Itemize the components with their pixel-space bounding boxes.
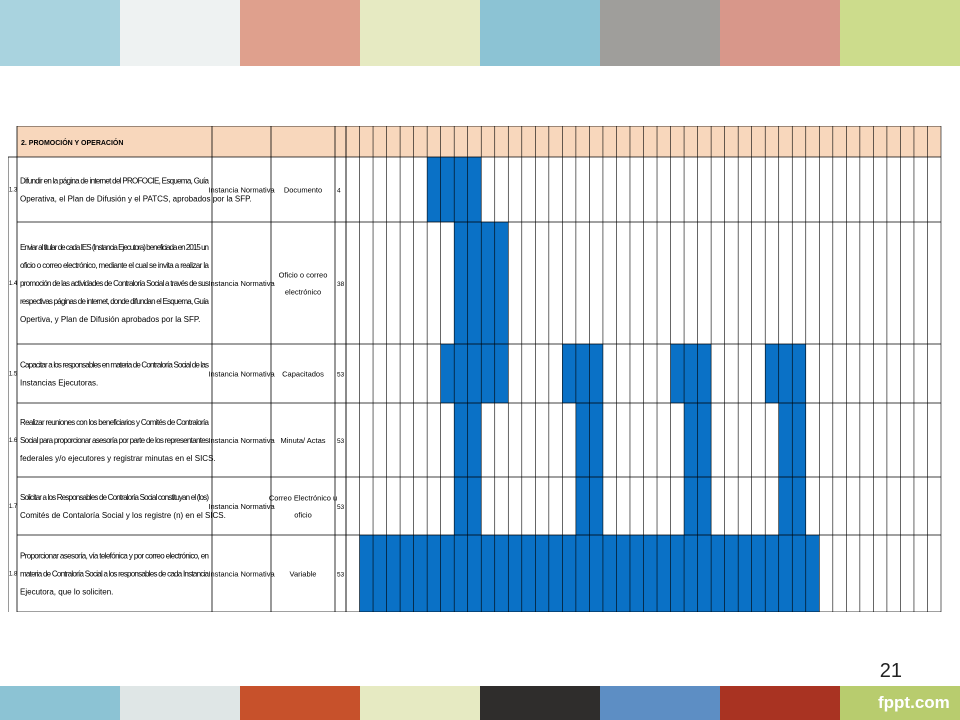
activity-text-line: Proporcionar asesoría, vía telefónica y …	[20, 552, 209, 561]
row-id: 1.4	[9, 281, 18, 287]
bottom-band-segment-6	[600, 686, 720, 720]
bottom-color-band	[0, 686, 960, 720]
logo-suffix: .com	[910, 693, 950, 712]
responsible-cell: Instancia Normativa	[208, 502, 275, 511]
unit-cell: Minuta/ Actas	[280, 436, 325, 445]
activity-text-line: Social para proporcionar asesoría por pa…	[20, 436, 209, 445]
row-id: 1.3	[9, 188, 18, 194]
activity-text-line: Comités de Contaloría Social y los regis…	[20, 511, 226, 520]
top-band-segment-1	[0, 0, 120, 66]
quantity-cell: 53	[337, 372, 345, 379]
activity-text-line: Capacitar a los responsables en materia …	[20, 361, 209, 370]
section-header: 2. PROMOCIÓN Y OPERACIÓN	[21, 138, 123, 147]
quantity-cell: 53	[337, 504, 345, 511]
unit-cell: Correo Electrónico u	[269, 494, 337, 503]
activity-text-line: materia de Contraloría Social a los resp…	[20, 570, 210, 579]
activity-text-line: oficio o correo electrónico, mediante el…	[20, 261, 210, 270]
responsible-cell: Instancia Normativa	[208, 186, 275, 195]
row-4: 1.6 Realizar reuniones con los beneficiar…	[9, 418, 345, 463]
row-6: 1.8 Proporcionar asesoría, vía telefónica…	[9, 552, 345, 597]
activity-text-line: respectivas páginas de internet, donde d…	[20, 297, 210, 306]
row-id: 1.7	[9, 504, 18, 510]
top-band-segment-4	[360, 0, 480, 66]
activity-text-line: Operativa, el Plan de Difusión y el PATC…	[20, 195, 252, 204]
slide-number: 21	[879, 660, 902, 682]
bottom-band-segment-8	[840, 686, 960, 720]
bottom-band-segment-7	[720, 686, 840, 720]
quantity-cell: 38	[337, 281, 345, 288]
activity-text-line: Difundir en la página de internet del PR…	[20, 177, 210, 186]
responsible-cell: Instancia Normativa	[208, 436, 275, 445]
top-band-segment-3	[240, 0, 360, 66]
top-band-segment-8	[840, 0, 960, 66]
responsible-cell: Instancia Normativa	[208, 370, 275, 379]
row-id: 1.8	[9, 572, 18, 578]
bottom-band-segment-4	[360, 686, 480, 720]
row-2: 1.4 Enviar al titular de cada IES (Instan…	[9, 243, 345, 324]
activity-text-line: Enviar al titular de cada IES (Instancia…	[20, 243, 209, 252]
activity-text-line: federales y/o ejecutores y registrar min…	[20, 454, 216, 463]
top-color-band	[0, 0, 960, 66]
unit-cell: oficio	[294, 511, 312, 520]
responsible-cell: Instancia Normativa	[208, 570, 275, 579]
quantity-cell: 53	[337, 572, 345, 579]
top-band-segment-5	[480, 0, 600, 66]
row-id: 1.5	[9, 372, 18, 378]
activity-text-line: Instancias Ejecutoras.	[20, 379, 98, 388]
responsible-cell: Instancia Normativa	[208, 279, 275, 288]
activity-text-line: Ejecutora, que lo soliciten.	[20, 588, 113, 597]
unit-cell: Capacitados	[282, 370, 324, 379]
bottom-band-segment-2	[120, 686, 240, 720]
row-id: 1.6	[9, 438, 18, 444]
unit-cell: Documento	[284, 186, 322, 195]
schedule-bar-row-3-1	[440, 344, 509, 403]
activity-text-line: Opertiva, y Plan de Difusión aprobados p…	[20, 315, 200, 324]
top-band-segment-2	[120, 0, 240, 66]
bottom-band-segment-5	[480, 686, 600, 720]
fppt-logo: fppt.com	[878, 688, 950, 718]
logo-name: fppt	[878, 693, 911, 712]
unit-cell: Oficio o correo	[279, 271, 328, 280]
activity-text-line: promoción de las actividades de Contralo…	[20, 279, 209, 288]
unit-cell: Variable	[290, 570, 317, 579]
schedule-bar-row-3-3	[670, 344, 712, 403]
unit-cell: electrónico	[285, 288, 321, 297]
activity-text-line: Realizar reuniones con los beneficiarios…	[20, 418, 210, 427]
schedule-bar-row-3-2	[562, 344, 603, 403]
quantity-cell: 4	[337, 188, 341, 195]
top-band-segment-7	[720, 0, 840, 66]
activity-text-line: Solicitar a los Responsables de Contralo…	[20, 493, 209, 502]
quantity-cell: 53	[337, 438, 345, 445]
bottom-band-segment-3	[240, 686, 360, 720]
schedule-bar-row-3-4	[765, 344, 806, 403]
grid-lines	[8, 126, 942, 612]
bottom-band-segment-1	[0, 686, 120, 720]
section-header-bar	[17, 126, 941, 157]
top-band-segment-6	[600, 0, 720, 66]
